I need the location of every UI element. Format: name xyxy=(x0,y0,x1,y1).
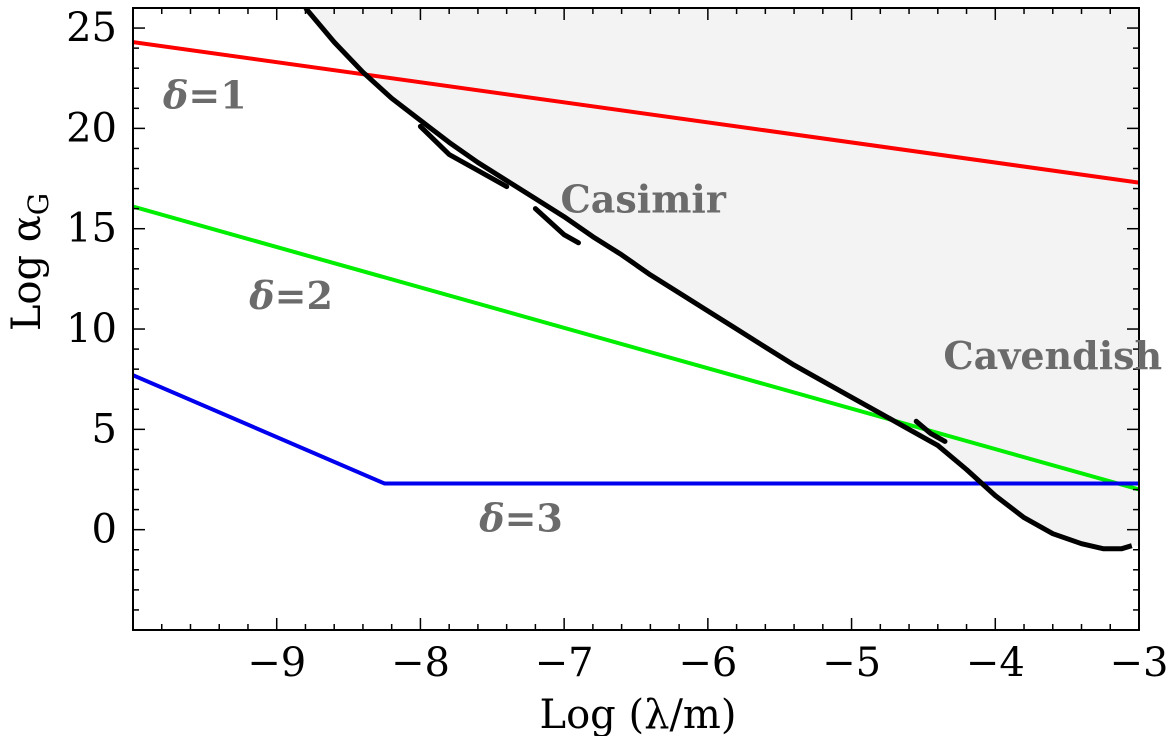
x-tick-label: −3 xyxy=(1110,640,1169,686)
series-label-symbol: δ xyxy=(478,496,504,541)
series-label-value: =2 xyxy=(275,273,333,318)
exclusion-boundary-curve xyxy=(303,8,1133,552)
series-label-delta-3: δ=3 xyxy=(478,496,563,541)
plot-frame xyxy=(132,7,1140,631)
x-tick-label: −6 xyxy=(678,640,737,686)
y-tick-label: 0 xyxy=(92,507,117,553)
excluded-region xyxy=(305,8,1139,549)
region-label-cavendish: Cavendish xyxy=(943,333,1162,378)
y-tick-label: 10 xyxy=(66,306,117,352)
exclusion-boundary-spur-1 xyxy=(417,123,510,190)
axis-ticks xyxy=(132,7,1140,631)
y-axis-title-main: Log α xyxy=(4,215,50,331)
series-label-delta-2: δ=2 xyxy=(248,273,333,318)
y-tick-label: 20 xyxy=(66,105,117,151)
x-tick-label: −7 xyxy=(535,640,594,686)
y-axis-title-subscript: G xyxy=(22,193,55,215)
series-line-delta-1 xyxy=(133,40,1139,185)
x-tick-label: −8 xyxy=(391,640,450,686)
x-tick-label: −9 xyxy=(247,640,306,686)
exclusion-boundary xyxy=(303,8,1133,552)
series-label-value: =3 xyxy=(505,496,563,541)
series-label-symbol: δ xyxy=(248,273,274,318)
x-axis-title: Log (λ/m) xyxy=(540,692,737,736)
x-tick-label: −5 xyxy=(822,640,881,686)
series-label-symbol: δ xyxy=(162,72,188,117)
y-tick-label: 5 xyxy=(92,406,117,452)
series-lines xyxy=(133,40,1139,492)
y-tick-label: 15 xyxy=(66,206,117,252)
exclusion-boundary-spur-2 xyxy=(532,206,581,246)
exclusion-boundary-spur-3 xyxy=(913,418,948,444)
x-tick-label: −4 xyxy=(966,640,1025,686)
region-label-casimir: Casimir xyxy=(561,177,727,222)
y-axis-title: Log αG xyxy=(4,193,55,331)
y-tick-label: 25 xyxy=(66,5,117,51)
series-label-value: =1 xyxy=(188,72,246,117)
series-label-delta-1: δ=1 xyxy=(162,72,247,117)
series-line-delta-2 xyxy=(133,204,1139,492)
excluded-region-fill xyxy=(305,8,1139,549)
series-line-delta-3 xyxy=(133,373,1139,486)
chart-labels: −9 −8 −7 −6 −5 −4 −3 0 5 10 15 20 25 Casimir Cavendish… xyxy=(66,5,1168,686)
